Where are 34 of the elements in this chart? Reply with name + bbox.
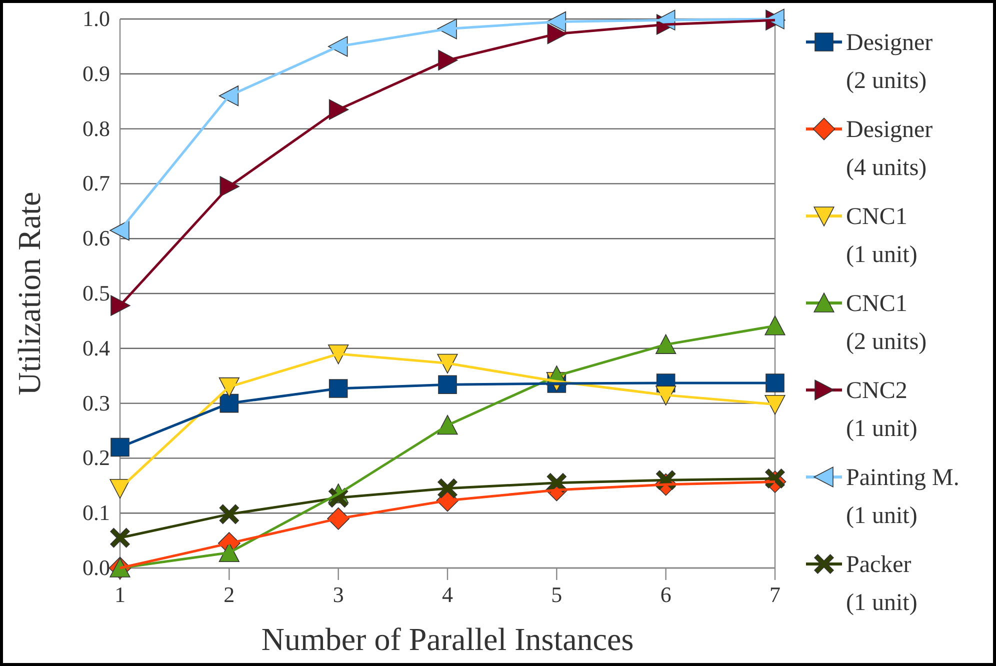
legend-label: CNC1 (1 unit): [846, 204, 918, 268]
y-tick-label: 1.0: [82, 6, 110, 31]
y-tick-label: 0.1: [82, 500, 110, 526]
y-tick-label: 0.2: [82, 445, 110, 470]
x-tick-label: 6: [660, 582, 672, 607]
y-tick-label: 0.8: [82, 116, 110, 141]
x-tick-label: 1: [114, 582, 126, 607]
y-tick-label: 0.0: [82, 555, 110, 580]
x-tick-label: 2: [224, 582, 235, 607]
x-tick-label: 3: [332, 582, 344, 607]
legend-label: Designer (2 units): [846, 30, 933, 94]
x-tick-label: 4: [442, 582, 453, 607]
point: [110, 295, 130, 316]
x-axis-title: Number of Parallel Instances: [261, 621, 634, 657]
point: [110, 528, 130, 548]
point: [438, 478, 458, 498]
point: [110, 438, 130, 457]
point: [766, 374, 784, 392]
y-tick-label: 0.7: [82, 170, 110, 196]
legend-label: CNC2 (1 unit): [846, 378, 918, 442]
legend-label: Designer (4 units): [846, 117, 933, 181]
legend-label: Painting M. (1 unit): [846, 465, 960, 529]
y-tick-label: 0.4: [82, 335, 110, 360]
legend-label: CNC1 (2 units): [846, 291, 927, 355]
y-tick-label: 0.3: [82, 390, 110, 416]
x-tick-label: 7: [770, 582, 780, 607]
y-tick-label: 0.9: [82, 60, 110, 86]
y-axis-title: Utilization Rate: [11, 192, 47, 396]
legend-label: Packer (1 unit): [846, 552, 918, 616]
point: [764, 395, 786, 415]
y-tick-label: 0.6: [82, 226, 110, 251]
y-tick-label: 0.5: [82, 280, 110, 306]
x-tick-label: 5: [551, 582, 562, 607]
point: [764, 316, 786, 336]
